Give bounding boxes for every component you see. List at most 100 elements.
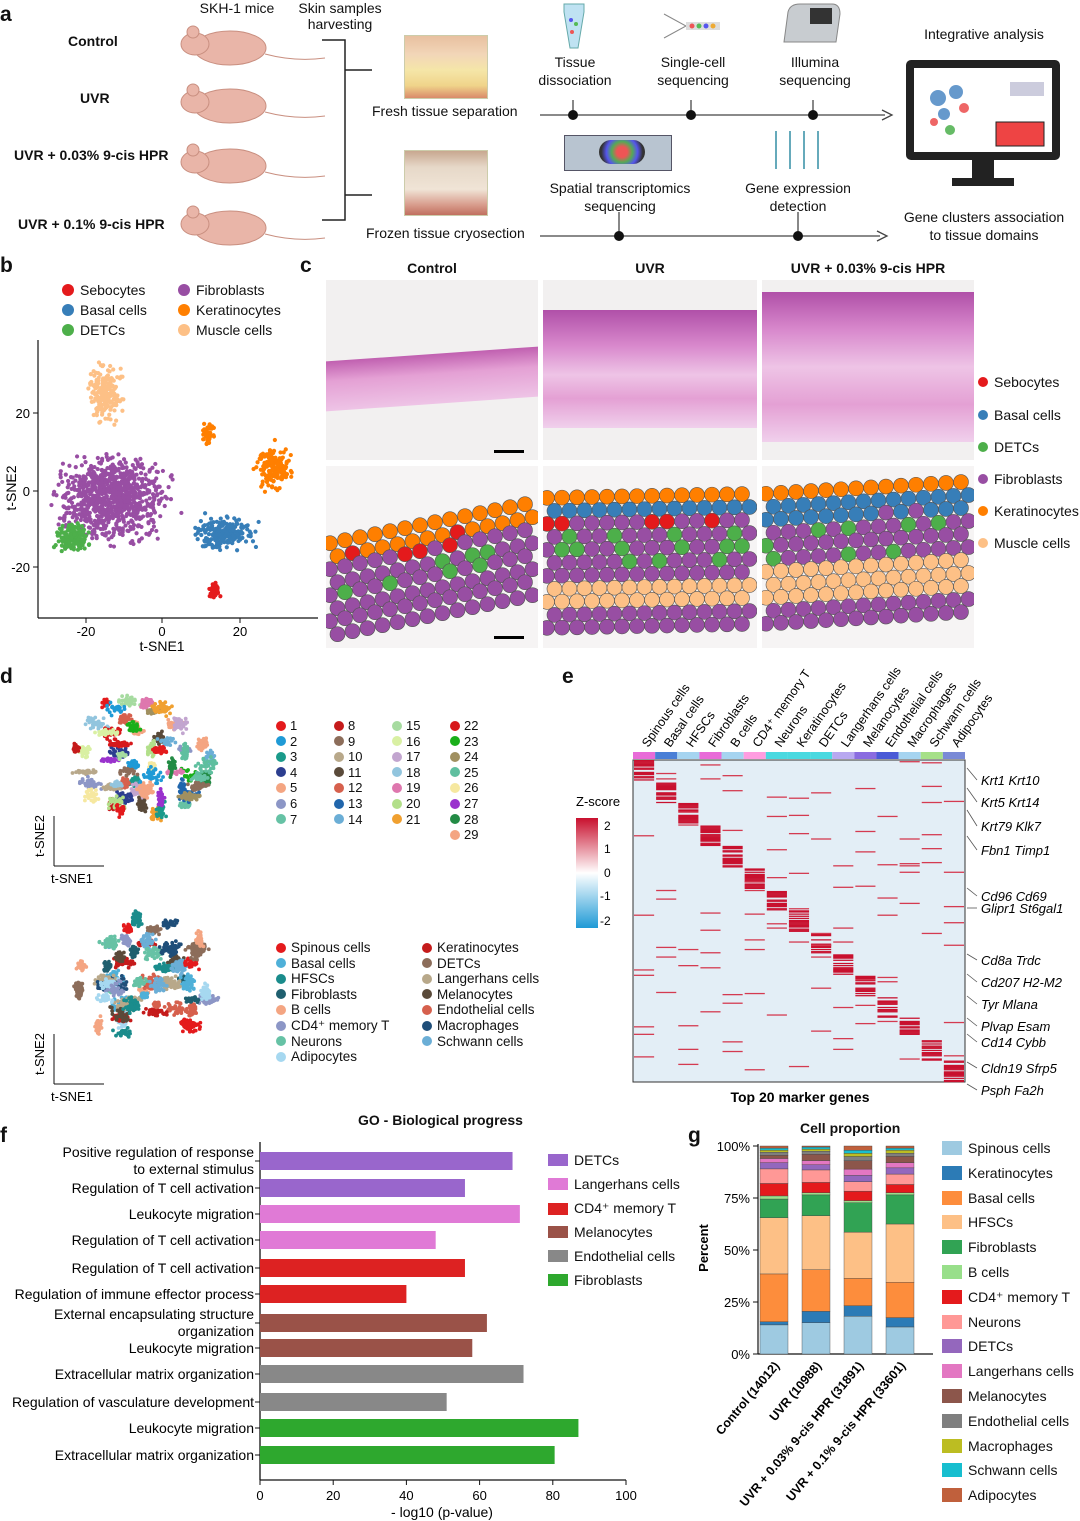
tsne-point <box>92 722 97 726</box>
spatial-spot <box>434 605 451 621</box>
tsne-point <box>72 504 77 509</box>
spatial-spot <box>818 482 834 498</box>
tsne-point <box>116 807 121 812</box>
spatial-spot <box>389 614 406 630</box>
tsne-point <box>119 702 124 707</box>
tsne-point <box>218 541 223 546</box>
tsne-b-xlabel: t-SNE1 <box>139 638 184 654</box>
tsne-point <box>230 537 235 542</box>
tsne-point <box>199 739 204 743</box>
tsne-point <box>67 539 73 544</box>
tsne-point <box>138 456 143 461</box>
tsne-point <box>58 472 63 477</box>
tsne-point <box>114 1033 118 1038</box>
tsne-point <box>75 526 80 531</box>
spatial-spot <box>397 546 413 562</box>
tsne-point <box>89 497 94 503</box>
tsne-point <box>213 592 218 597</box>
legend-dot <box>276 767 286 778</box>
legend-dot <box>392 720 402 731</box>
spatial-spot <box>472 583 488 599</box>
tsne-point <box>111 796 116 801</box>
legend-dot <box>178 304 190 316</box>
cluster-legend-item: 25 <box>450 765 478 780</box>
legend-label: 8 <box>348 718 356 733</box>
tsne-point <box>196 771 201 776</box>
tsne-point <box>205 776 210 780</box>
tsne-point <box>126 702 131 707</box>
tsne-point <box>263 473 268 478</box>
tsne-point <box>159 496 164 501</box>
tsne-point <box>122 754 127 759</box>
tsne-point <box>144 498 149 503</box>
tsne-point <box>131 771 136 776</box>
tsne-point <box>59 543 65 548</box>
tsne-point <box>88 726 93 731</box>
tsne-point <box>121 698 126 703</box>
tsne-point <box>74 747 78 752</box>
tsne-point <box>180 778 185 782</box>
spatial-spot <box>554 541 570 558</box>
tsne-point <box>218 594 223 599</box>
spatial-spot <box>517 522 533 538</box>
tsne-point <box>81 489 86 494</box>
spatial-spot <box>442 537 458 553</box>
tsne-point <box>211 433 216 438</box>
legend-label: 14 <box>348 811 363 827</box>
tsne-point <box>194 797 199 802</box>
spatial-spot <box>893 607 909 624</box>
tsne-point <box>235 532 240 537</box>
tsne-point <box>183 747 188 752</box>
tsne-point <box>105 703 110 708</box>
c-legend-keratinocytes: Keratinocytes <box>978 503 1079 519</box>
tsne-point <box>240 525 246 530</box>
tsne-point <box>168 711 172 716</box>
tsne-point <box>108 739 112 744</box>
spatial-spot <box>457 586 473 602</box>
tsne-point <box>109 535 114 540</box>
tsne-point <box>60 479 65 485</box>
tsne-point <box>121 1028 125 1033</box>
legend-label: 16 <box>406 733 421 749</box>
tsne-point <box>117 507 122 512</box>
tsne-point <box>163 700 168 705</box>
tsne-point <box>70 475 75 480</box>
tsne-b-ylabel: t-SNE2 <box>3 465 19 510</box>
spatial-spot <box>494 593 511 609</box>
tsne-point <box>91 487 96 492</box>
tsne-point <box>230 541 235 546</box>
tsne-point <box>271 478 276 484</box>
spatial-spot <box>397 520 413 537</box>
tsne-point <box>86 774 90 779</box>
spatial-spot <box>644 540 660 556</box>
spatial-spot <box>614 592 630 609</box>
spatial-spot <box>326 561 338 577</box>
tsne-point <box>67 510 73 516</box>
tsne-point <box>149 783 154 788</box>
tsne-point <box>126 475 132 480</box>
spatial-spot <box>554 619 570 636</box>
tsne-point <box>122 779 127 784</box>
tsne-point <box>251 466 256 472</box>
tsne-point <box>107 806 111 811</box>
tsne-point <box>160 795 165 800</box>
tsne-point <box>136 494 141 499</box>
tsne-point <box>201 781 206 786</box>
tsne-point <box>128 792 133 797</box>
legend-dot <box>978 474 988 484</box>
tsne-point <box>74 770 78 775</box>
tsne-point <box>125 1026 130 1030</box>
tsne-point <box>146 770 151 775</box>
histo-col-title-control: Control <box>407 260 457 276</box>
sequencer-icon <box>783 3 841 43</box>
spatial-spot <box>833 611 849 628</box>
spatial-spot <box>848 480 864 497</box>
spatial-spot <box>833 507 849 524</box>
tsne-point <box>148 504 153 509</box>
spatial-spot <box>404 611 421 627</box>
tsne-point <box>137 795 141 800</box>
tsne-point <box>117 399 123 404</box>
legend-dot <box>978 410 988 420</box>
cluster-legend-item: 15 <box>392 718 420 733</box>
tsne-point <box>222 528 227 533</box>
